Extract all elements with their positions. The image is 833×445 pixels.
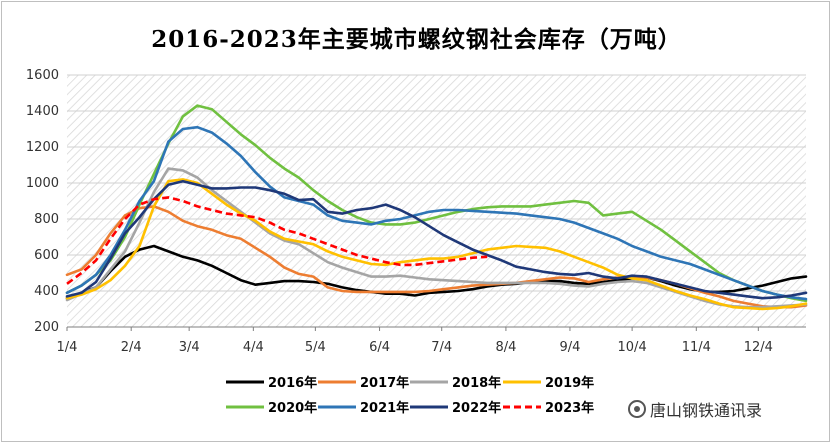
y-tick-label: 400: [34, 284, 59, 299]
series-line-2023年: [66, 196, 488, 285]
legend-label: 2017年: [360, 375, 409, 391]
legend-label: 2023年: [545, 400, 594, 416]
chart-title: 2016-2023年主要城市螺纹钢社会库存（万吨）: [151, 26, 682, 53]
x-tick-label: 7/4: [431, 340, 452, 355]
wechat-icon: [628, 400, 646, 418]
series-line-2020年: [65, 104, 808, 303]
x-tick-label: 10/4: [618, 340, 647, 355]
legend-label: 2019年: [545, 375, 594, 391]
x-tick-label: 4/4: [243, 340, 264, 355]
series-line-2021年: [65, 125, 808, 301]
legend-label: 2021年: [360, 400, 409, 416]
axes: 1600 1400 1200 1000 800 600 400 200 1/4 2/4 3/4 4/4…: [26, 68, 806, 355]
x-tick-label: 5/4: [305, 340, 326, 355]
y-tick-label: 800: [34, 212, 59, 227]
y-tick-label: 600: [34, 248, 59, 263]
y-tick-label: 1200: [26, 140, 59, 155]
legend-label: 2022年: [452, 400, 501, 416]
x-tick-label: 3/4: [179, 340, 200, 355]
series-line-2022年: [65, 179, 808, 300]
legend-label: 2018年: [452, 375, 501, 391]
y-tick-label: 1400: [26, 104, 59, 119]
legend-label: 2016年: [268, 375, 317, 391]
watermark: 唐山钢铁通讯录: [628, 397, 762, 421]
y-tick-label: 1000: [26, 176, 59, 191]
y-tick-label: 1600: [26, 68, 59, 83]
y-tick-label: 200: [34, 320, 59, 335]
x-tick-label: 12/4: [744, 340, 773, 355]
watermark-label: 唐山钢铁通讯录: [650, 401, 763, 420]
x-tick-label: 8/4: [495, 340, 516, 355]
series-lines: [65, 104, 808, 311]
legend-label: 2020年: [268, 400, 317, 416]
x-tick-label: 11/4: [682, 340, 711, 355]
x-tick-label: 6/4: [369, 340, 390, 355]
series-line-2019年: [65, 178, 808, 311]
x-tick-label: 9/4: [559, 340, 580, 355]
x-tick-label: 1/4: [57, 340, 78, 355]
legend: 2016年 2017年 2018年 2019年 2020年 2021年 2022年 2023年: [226, 375, 594, 416]
x-tick-label: 2/4: [121, 340, 142, 355]
